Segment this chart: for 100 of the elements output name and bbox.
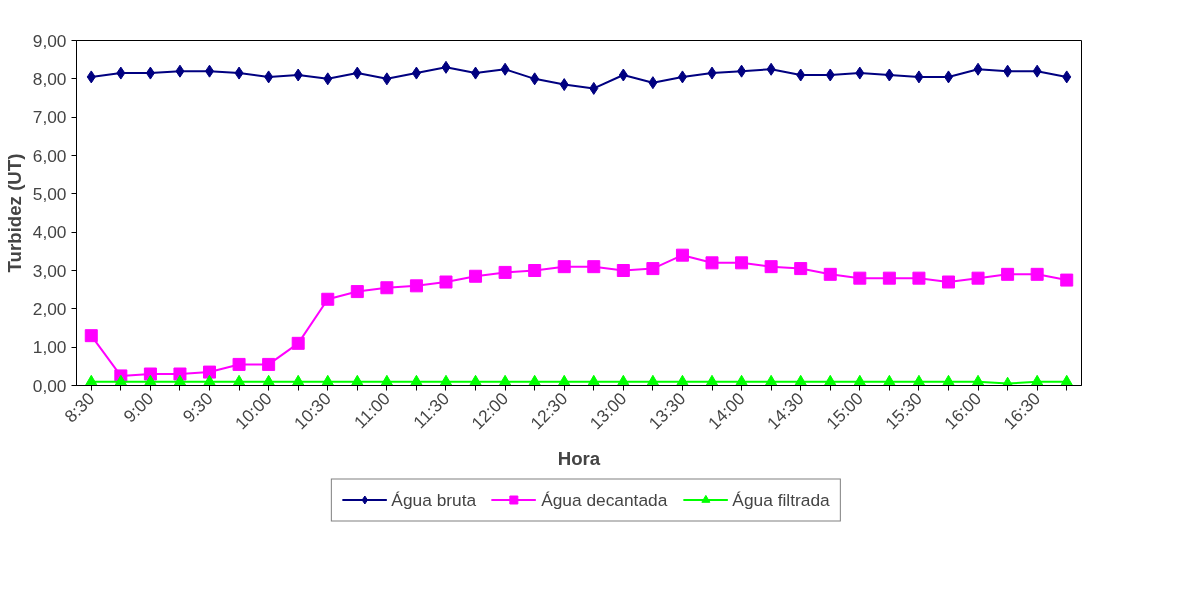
y-tick-label: 4,00 [32, 222, 67, 243]
point [116, 66, 126, 80]
point [618, 68, 628, 82]
point [291, 336, 305, 350]
y-tick-label: 3,00 [32, 260, 67, 281]
y-axis-title: Turbidez (UT) [3, 153, 25, 273]
point [1032, 64, 1042, 78]
x-tick-label: 9:00 [119, 388, 158, 427]
point [471, 66, 481, 80]
point [262, 374, 275, 386]
point [1031, 374, 1044, 386]
point [587, 260, 601, 274]
point [1060, 374, 1073, 386]
point [528, 264, 542, 277]
point [203, 365, 217, 379]
point [382, 72, 392, 86]
point [350, 285, 364, 299]
point [530, 72, 540, 86]
point [824, 374, 837, 386]
point [853, 271, 867, 285]
point [86, 70, 96, 84]
point [943, 70, 953, 84]
point [321, 374, 334, 386]
point [352, 66, 362, 80]
point [203, 374, 216, 386]
point [439, 275, 453, 289]
point [173, 374, 186, 386]
y-tick-label: 6,00 [32, 145, 67, 166]
point [648, 76, 658, 90]
point [883, 374, 896, 386]
point [737, 64, 747, 78]
point [559, 78, 569, 92]
point [823, 267, 837, 281]
point [145, 66, 155, 80]
point [232, 357, 246, 371]
point [439, 374, 452, 386]
point [735, 374, 748, 386]
point [469, 374, 482, 386]
point [587, 374, 600, 386]
y-tick-label: 5,00 [32, 183, 67, 204]
point [796, 68, 806, 82]
point [351, 374, 364, 386]
point [646, 374, 659, 386]
point [85, 374, 98, 386]
point [677, 70, 687, 84]
point [264, 70, 274, 84]
point [1062, 70, 1072, 84]
point [114, 374, 127, 386]
point [323, 72, 333, 86]
point [941, 275, 955, 289]
point [882, 271, 896, 285]
y-tick-label: 0,00 [32, 375, 67, 396]
y-tick-label: 9,00 [32, 30, 67, 51]
point [676, 374, 689, 386]
x-axis-title: Hora [557, 448, 601, 470]
point [675, 248, 689, 262]
point [441, 60, 451, 74]
point [705, 256, 719, 270]
point [500, 62, 510, 76]
point [411, 66, 421, 80]
y-tick-label: 7,00 [32, 107, 67, 128]
point [292, 374, 305, 386]
point [1001, 267, 1015, 281]
point [558, 374, 571, 386]
point [764, 260, 778, 274]
y-tick-label: 8,00 [32, 68, 67, 89]
point [1060, 273, 1074, 287]
point [766, 62, 776, 76]
legend-label: Água decantada [541, 489, 668, 510]
point [616, 264, 630, 277]
point [498, 265, 512, 279]
point [972, 374, 985, 386]
legend-label: Água filtrada [732, 489, 830, 510]
legend-label: Água bruta [391, 489, 477, 510]
point [175, 64, 185, 78]
point [884, 68, 894, 82]
point [971, 271, 985, 285]
point [144, 374, 157, 386]
point [794, 262, 808, 276]
point [825, 68, 835, 82]
point [1030, 267, 1044, 281]
point [973, 62, 983, 76]
point [380, 374, 393, 386]
point [617, 374, 630, 386]
point [707, 66, 717, 80]
y-tick-label: 1,00 [32, 337, 67, 358]
point [1003, 64, 1013, 78]
point [942, 374, 955, 386]
point [646, 262, 660, 276]
y-tick-label: 2,00 [32, 298, 67, 319]
point [205, 64, 215, 78]
point [410, 374, 423, 386]
point [853, 374, 866, 386]
point [262, 357, 276, 371]
point [794, 374, 807, 386]
point [293, 68, 303, 82]
point [233, 374, 246, 386]
point [912, 271, 926, 285]
point [765, 374, 778, 386]
point [706, 374, 719, 386]
